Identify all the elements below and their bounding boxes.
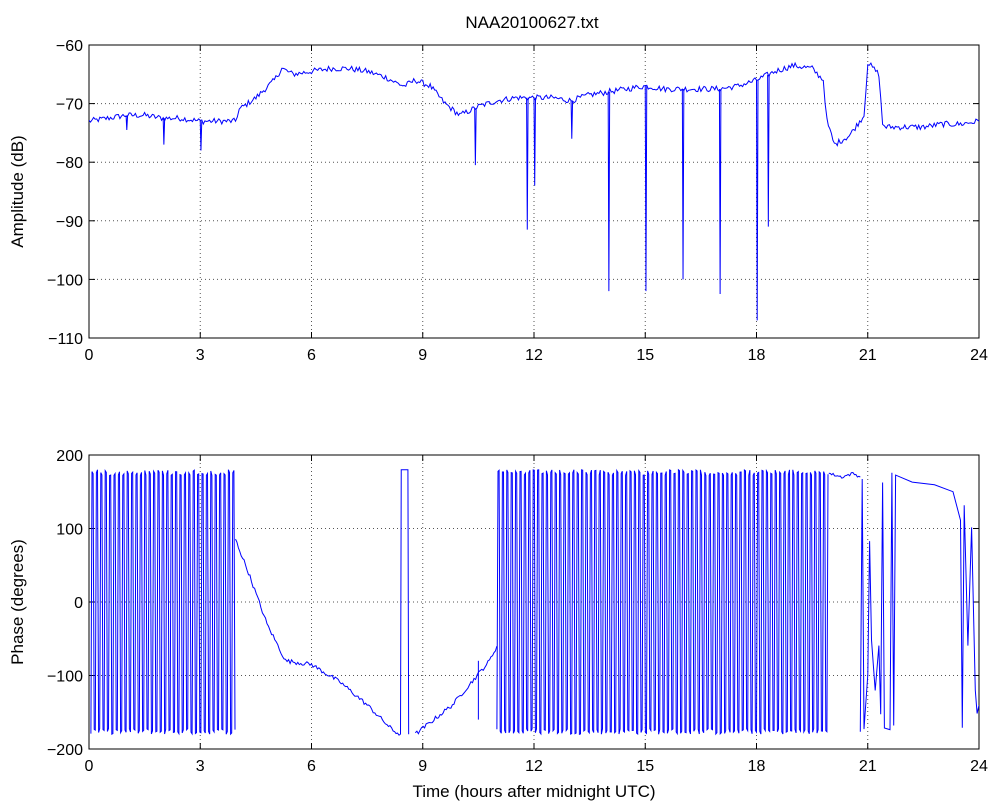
- x-tick-label: 15: [636, 347, 654, 364]
- y-tick-label: 200: [56, 448, 83, 465]
- x-tick-label: 15: [636, 758, 654, 775]
- phase-line: [859, 472, 979, 732]
- x-axis-title: Time (hours after midnight UTC): [412, 782, 655, 801]
- x-tick-label: 9: [418, 347, 427, 364]
- amplitude-axes: 0 3 6 9 12 15 18 21 24 −110 −100 −90 −80 −70 −60 Amplit…: [8, 38, 988, 364]
- plot-area: [90, 468, 979, 736]
- x-tick-label: 9: [418, 758, 427, 775]
- amplitude-dip: [125, 115, 129, 130]
- x-tick-label: 21: [859, 758, 877, 775]
- amplitude-dip: [756, 80, 759, 321]
- x-tick-label: 24: [970, 758, 988, 775]
- y-tick-label: −60: [56, 38, 83, 55]
- amplitude-line: [89, 61, 979, 147]
- y-tick-label: −110: [48, 331, 83, 348]
- x-tick-label: 0: [85, 758, 94, 775]
- amplitude-dip: [199, 121, 203, 151]
- figure-title: NAA20100627.txt: [465, 13, 599, 32]
- plot-area: [89, 61, 979, 321]
- phase-axes: 0 3 6 9 12 15 18 21 24 −200 −100 0 100 200 Phase (degr…: [8, 448, 988, 801]
- x-tick-label: 3: [196, 347, 205, 364]
- phase-wrapping-segment: [496, 468, 829, 736]
- amplitude-dip: [526, 97, 529, 230]
- amplitude-dip: [718, 88, 722, 295]
- y-tick-label: −100: [47, 272, 83, 289]
- x-tick-label: 0: [85, 347, 94, 364]
- phase-line: [828, 471, 861, 479]
- phase-line: [414, 645, 498, 735]
- x-tick-label: 12: [525, 347, 543, 364]
- x-tick-label: 3: [196, 758, 205, 775]
- amplitude-dip: [607, 91, 611, 292]
- x-tick-label: 6: [307, 347, 316, 364]
- phase-wrap-spike: [400, 469, 410, 735]
- x-tick-label: 24: [970, 347, 988, 364]
- amplitude-dip: [570, 100, 574, 139]
- y-tick-label: −100: [47, 669, 83, 686]
- phase-line: [235, 538, 401, 736]
- y-tick-label: 0: [74, 595, 83, 612]
- y-tick-label: −90: [56, 214, 83, 231]
- amplitude-dip: [533, 97, 536, 186]
- x-tick-label: 12: [525, 758, 543, 775]
- plot-frame: [88, 44, 980, 339]
- x-tick-label: 21: [859, 347, 877, 364]
- y-tick-label: −80: [56, 155, 83, 172]
- x-tick-label: 6: [307, 758, 316, 775]
- y-axis-title: Amplitude (dB): [8, 135, 27, 247]
- amplitude-dip: [474, 108, 477, 166]
- amplitude-dip: [644, 86, 648, 292]
- y-tick-label: −200: [47, 742, 83, 759]
- x-tick-label: 18: [748, 758, 766, 775]
- y-tick-label: 100: [56, 522, 83, 539]
- x-tick-label: 18: [748, 347, 766, 364]
- amplitude-dip: [162, 118, 166, 145]
- amplitude-dip: [681, 88, 685, 280]
- y-axis-title: Phase (degrees): [8, 539, 27, 665]
- amplitude-dip: [767, 74, 770, 227]
- y-tick-label: −70: [56, 97, 83, 114]
- phase-wrapping-segment: [90, 469, 236, 736]
